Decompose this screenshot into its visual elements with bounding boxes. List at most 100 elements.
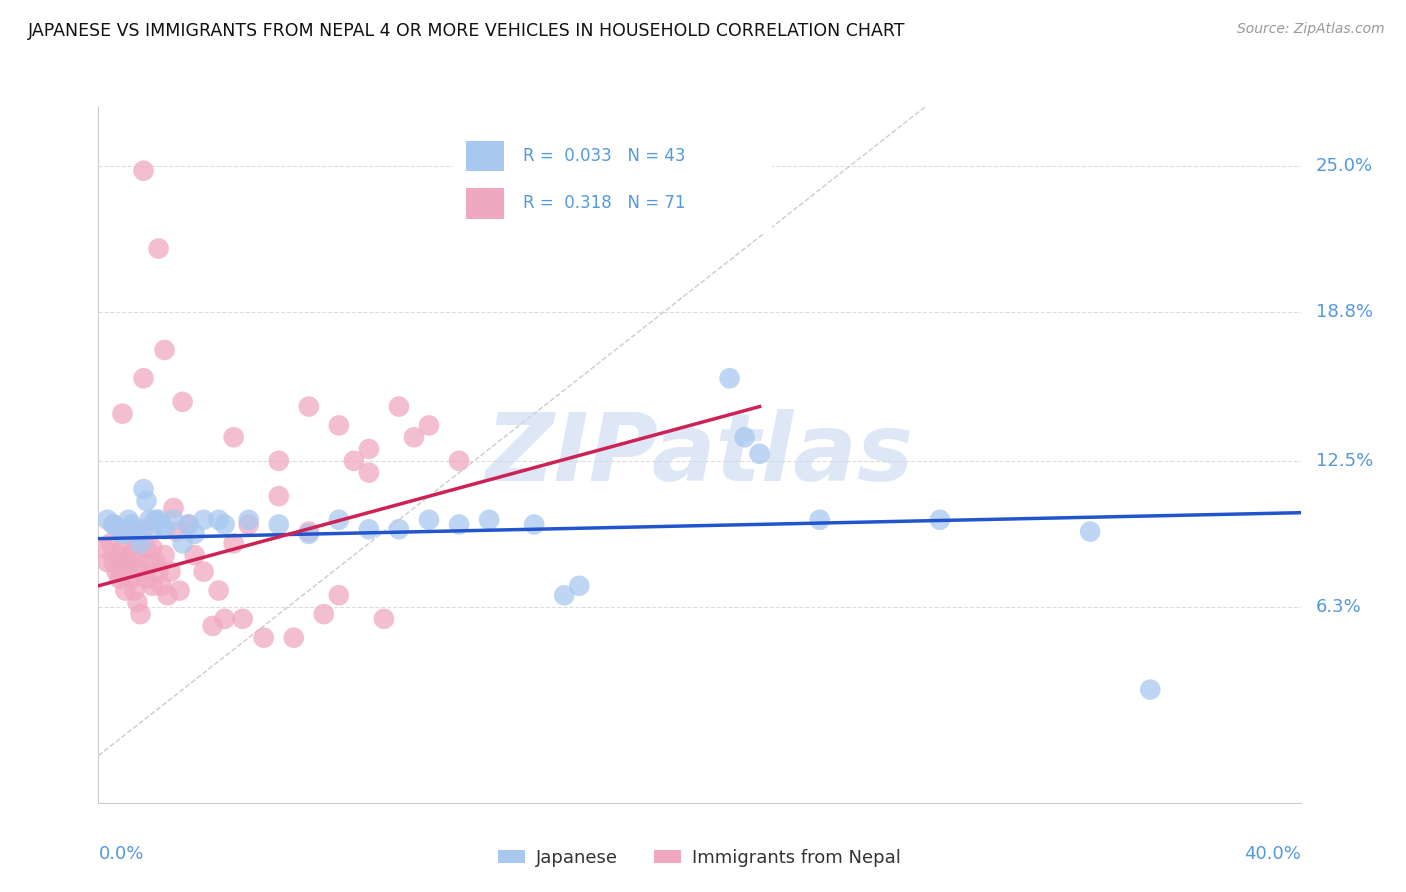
Text: 18.8%: 18.8%: [1316, 303, 1372, 321]
Point: [328, 513, 350, 527]
Point: [103, 517, 125, 532]
Point: [373, 612, 395, 626]
Text: 40.0%: 40.0%: [1244, 846, 1301, 863]
Point: [177, 517, 200, 532]
Point: [169, 583, 191, 598]
Point: [1078, 524, 1101, 539]
Point: [193, 565, 215, 579]
Point: [111, 565, 134, 579]
Point: [111, 541, 134, 555]
Legend: Japanese, Immigrants from Nepal: Japanese, Immigrants from Nepal: [491, 841, 908, 874]
Point: [124, 583, 146, 598]
Point: [150, 579, 173, 593]
Point: [138, 513, 160, 527]
Point: [238, 513, 260, 527]
Point: [135, 572, 157, 586]
Point: [193, 513, 215, 527]
Point: [124, 536, 146, 550]
Point: [357, 442, 380, 456]
Point: [127, 527, 149, 541]
Point: [141, 522, 163, 536]
Text: 12.5%: 12.5%: [1316, 452, 1372, 470]
Point: [103, 555, 125, 569]
Point: [343, 454, 366, 468]
Point: [135, 494, 157, 508]
Point: [138, 555, 160, 569]
Point: [108, 522, 131, 536]
Point: [111, 527, 134, 541]
Point: [232, 612, 254, 626]
Text: ZIPatlas: ZIPatlas: [485, 409, 914, 501]
Point: [734, 430, 756, 444]
Point: [447, 517, 470, 532]
Point: [929, 513, 952, 527]
Point: [132, 482, 155, 496]
Text: 0.0%: 0.0%: [98, 846, 143, 863]
Point: [129, 565, 152, 579]
Point: [402, 430, 425, 444]
Point: [162, 500, 184, 515]
Point: [222, 430, 245, 444]
Point: [135, 541, 157, 555]
Point: [718, 371, 741, 385]
Point: [253, 631, 276, 645]
Point: [114, 555, 136, 569]
Point: [553, 588, 575, 602]
Point: [172, 536, 194, 550]
Point: [129, 607, 152, 621]
Point: [183, 548, 205, 562]
Point: [183, 527, 205, 541]
Point: [201, 619, 224, 633]
Point: [447, 454, 470, 468]
Point: [108, 548, 131, 562]
Point: [141, 541, 163, 555]
Point: [121, 517, 143, 532]
Point: [93, 541, 115, 555]
Point: [177, 517, 200, 532]
Point: [267, 517, 290, 532]
Point: [748, 447, 770, 461]
Point: [388, 400, 411, 414]
Point: [523, 517, 546, 532]
Point: [172, 395, 194, 409]
Point: [117, 513, 139, 527]
Point: [238, 517, 260, 532]
Point: [127, 555, 149, 569]
Point: [159, 565, 181, 579]
Point: [150, 517, 173, 532]
Point: [568, 579, 591, 593]
Point: [105, 565, 128, 579]
Point: [357, 466, 380, 480]
Point: [111, 407, 134, 421]
Point: [108, 572, 131, 586]
Point: [208, 513, 231, 527]
Point: [145, 513, 167, 527]
Point: [166, 524, 188, 539]
Point: [388, 522, 411, 536]
Point: [127, 595, 149, 609]
Point: [148, 565, 170, 579]
Point: [129, 536, 152, 550]
Point: [298, 524, 321, 539]
Point: [328, 588, 350, 602]
Point: [418, 513, 440, 527]
Point: [121, 548, 143, 562]
Point: [100, 536, 122, 550]
Point: [478, 513, 501, 527]
Point: [132, 522, 155, 536]
Point: [156, 588, 179, 602]
Text: Source: ZipAtlas.com: Source: ZipAtlas.com: [1237, 22, 1385, 37]
Point: [145, 555, 167, 569]
Point: [298, 400, 321, 414]
Point: [96, 555, 118, 569]
Point: [298, 527, 321, 541]
Point: [121, 572, 143, 586]
Point: [214, 517, 236, 532]
Text: 6.3%: 6.3%: [1316, 598, 1361, 616]
Text: JAPANESE VS IMMIGRANTS FROM NEPAL 4 OR MORE VEHICLES IN HOUSEHOLD CORRELATION CH: JAPANESE VS IMMIGRANTS FROM NEPAL 4 OR M…: [28, 22, 905, 40]
Point: [103, 517, 125, 532]
Point: [153, 522, 176, 536]
Point: [132, 371, 155, 385]
Point: [418, 418, 440, 433]
Point: [328, 418, 350, 433]
